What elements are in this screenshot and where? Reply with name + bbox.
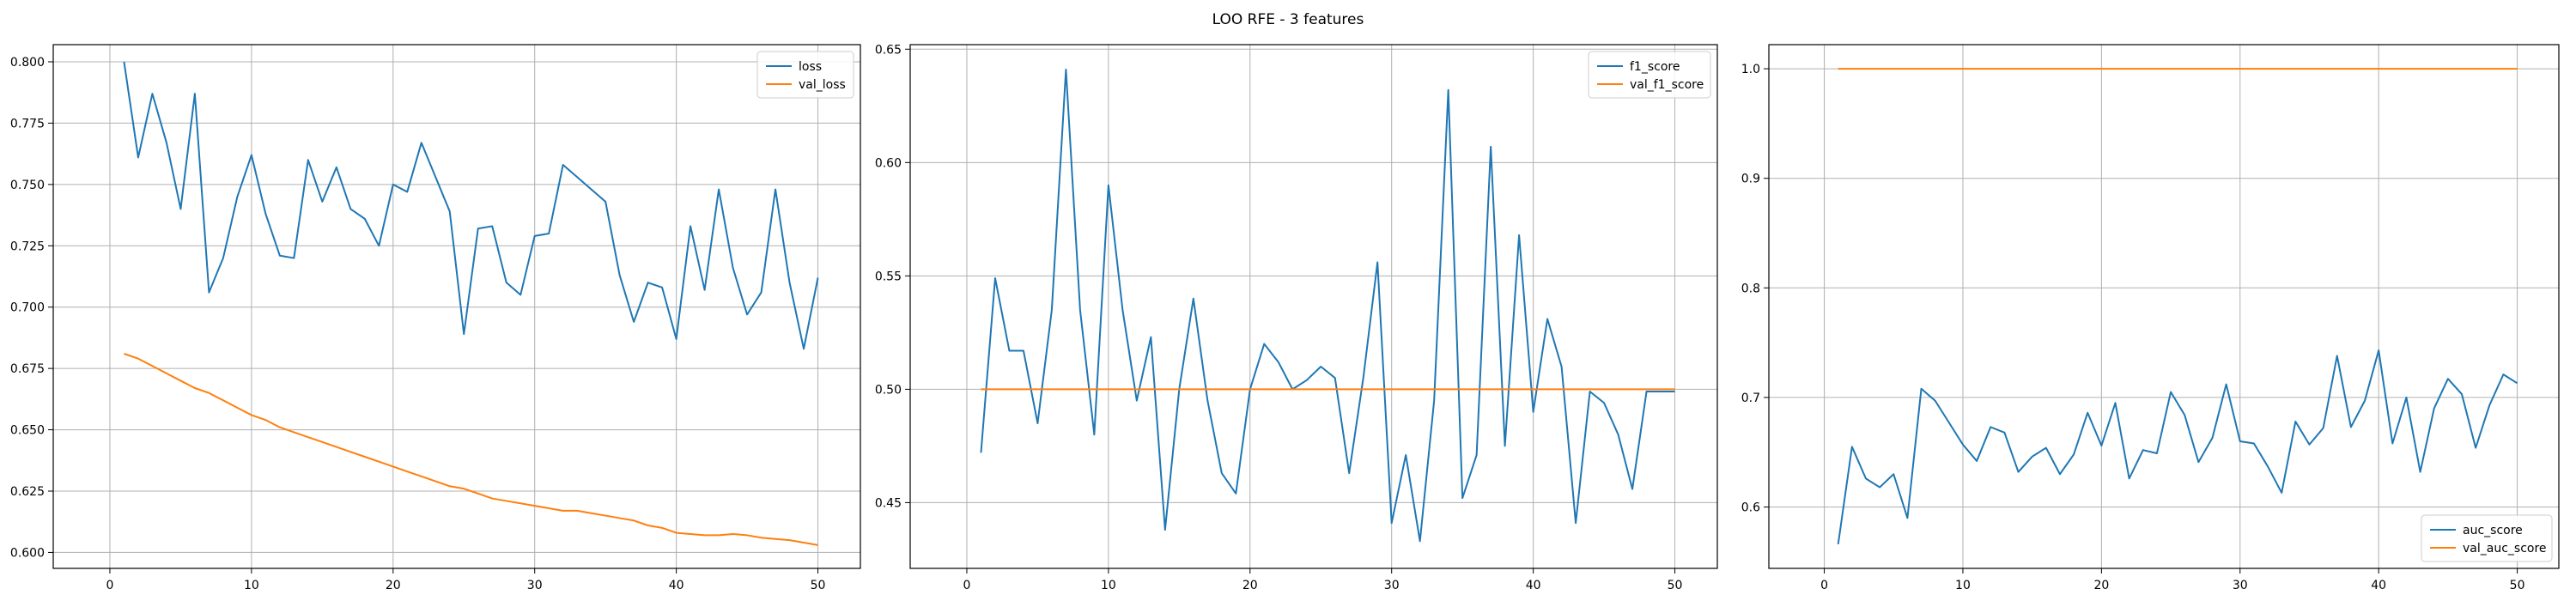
- x-tick-label: 40: [669, 579, 684, 592]
- y-tick-label: 0.650: [10, 424, 45, 438]
- y-tick-label: 0.7: [1741, 392, 1760, 405]
- x-tick-label: 40: [2371, 579, 2386, 592]
- y-tick-label: 0.9: [1741, 173, 1760, 186]
- x-tick-label: 10: [1955, 579, 1971, 592]
- y-tick-label: 0.750: [10, 179, 45, 192]
- legend-box: [756, 51, 854, 99]
- x-tick-label: 20: [1242, 579, 1258, 592]
- figure-title: LOO RFE - 3 features: [1212, 11, 1364, 28]
- x-tick-label: 50: [2510, 579, 2525, 592]
- x-tick-label: 50: [811, 579, 826, 592]
- x-tick-label: 0: [963, 579, 971, 592]
- axes-frame: [1768, 44, 2560, 569]
- y-tick-label: 0.65: [875, 43, 902, 57]
- x-tick-label: 30: [2233, 579, 2248, 592]
- legend-label: val_auc_score: [2463, 542, 2547, 555]
- x-tick-label: 40: [1526, 579, 1541, 592]
- x-tick-label: 10: [1101, 579, 1116, 592]
- y-tick-label: 0.6: [1741, 501, 1760, 515]
- subplots: 0 10 20 30 40 500.6000.6250.6500.6750.7000.72…: [10, 43, 2560, 592]
- x-tick-label: 0: [106, 579, 114, 592]
- y-tick-label: 0.775: [10, 117, 45, 131]
- x-tick-label: 20: [386, 579, 401, 592]
- series-line-val-loss: [124, 353, 818, 546]
- y-tick-label: 1.0: [1741, 63, 1760, 76]
- legend-label: auc_score: [2463, 524, 2523, 537]
- y-tick-label: 0.55: [875, 270, 902, 283]
- y-tick-label: 0.60: [875, 156, 902, 170]
- y-tick-label: 0.725: [10, 240, 45, 253]
- y-axis: 0.600 0.625 0.650 0.675 0.700 0.725 0.750 0.775…: [10, 56, 53, 560]
- legend: auc_score val_auc_score: [2421, 514, 2553, 562]
- y-axis: 0.6 0.7 0.8 0.9 1.0: [1741, 63, 1769, 515]
- subplot-2: 0 10 20 30 40 50 0.45 0.50 0.55 0.60 0.65 f1_scorev…: [875, 43, 1718, 592]
- x-tick-label: 10: [244, 579, 259, 592]
- x-axis: 0 10 20 30 40 50: [1820, 568, 2524, 592]
- x-axis: 0 10 20 30 40 50: [106, 568, 826, 592]
- x-tick-label: 20: [2093, 579, 2109, 592]
- x-axis: 0 10 20 30 40 50: [963, 568, 1683, 592]
- series-line-loss: [123, 61, 819, 350]
- series-line-f1-score: [980, 69, 1675, 543]
- x-tick-label: 30: [1384, 579, 1400, 592]
- axes-frame: [52, 44, 861, 569]
- x-tick-label: 30: [527, 579, 543, 592]
- y-tick-label: 0.8: [1741, 282, 1760, 295]
- x-tick-label: 50: [1668, 579, 1683, 592]
- y-axis: 0.45 0.50 0.55 0.60 0.65: [875, 43, 910, 510]
- legend-box: [2421, 514, 2553, 562]
- y-tick-label: 0.50: [875, 383, 902, 397]
- legend-box: [1588, 51, 1711, 99]
- y-tick-label: 0.700: [10, 301, 45, 315]
- y-tick-label: 0.45: [875, 496, 902, 510]
- y-tick-label: 0.800: [10, 56, 45, 70]
- legend: loss val_loss: [756, 51, 854, 99]
- grid: [53, 45, 860, 568]
- y-tick-label: 0.600: [10, 546, 45, 560]
- legend: f1_score val_f1_score: [1588, 51, 1711, 99]
- series-line-auc-score: [1837, 349, 2518, 545]
- x-tick-label: 0: [1820, 579, 1828, 592]
- y-tick-label: 0.675: [10, 362, 45, 376]
- y-tick-label: 0.625: [10, 485, 45, 499]
- legend-label: val_f1_score: [1630, 78, 1704, 92]
- legend-label: loss: [799, 60, 822, 74]
- subplot-1: 0 10 20 30 40 50 0.600 0.625 0.650 0.675 0.700 0.72…: [10, 44, 861, 592]
- legend-label: val_loss: [799, 78, 846, 92]
- legend-label: f1_score: [1630, 60, 1680, 74]
- subplot-3: 0 10 20 30 40 50 0.6 0.7 0.8 0.9 1.0 auc_score val_a…: [1741, 44, 2560, 592]
- axes-frame: [909, 44, 1718, 569]
